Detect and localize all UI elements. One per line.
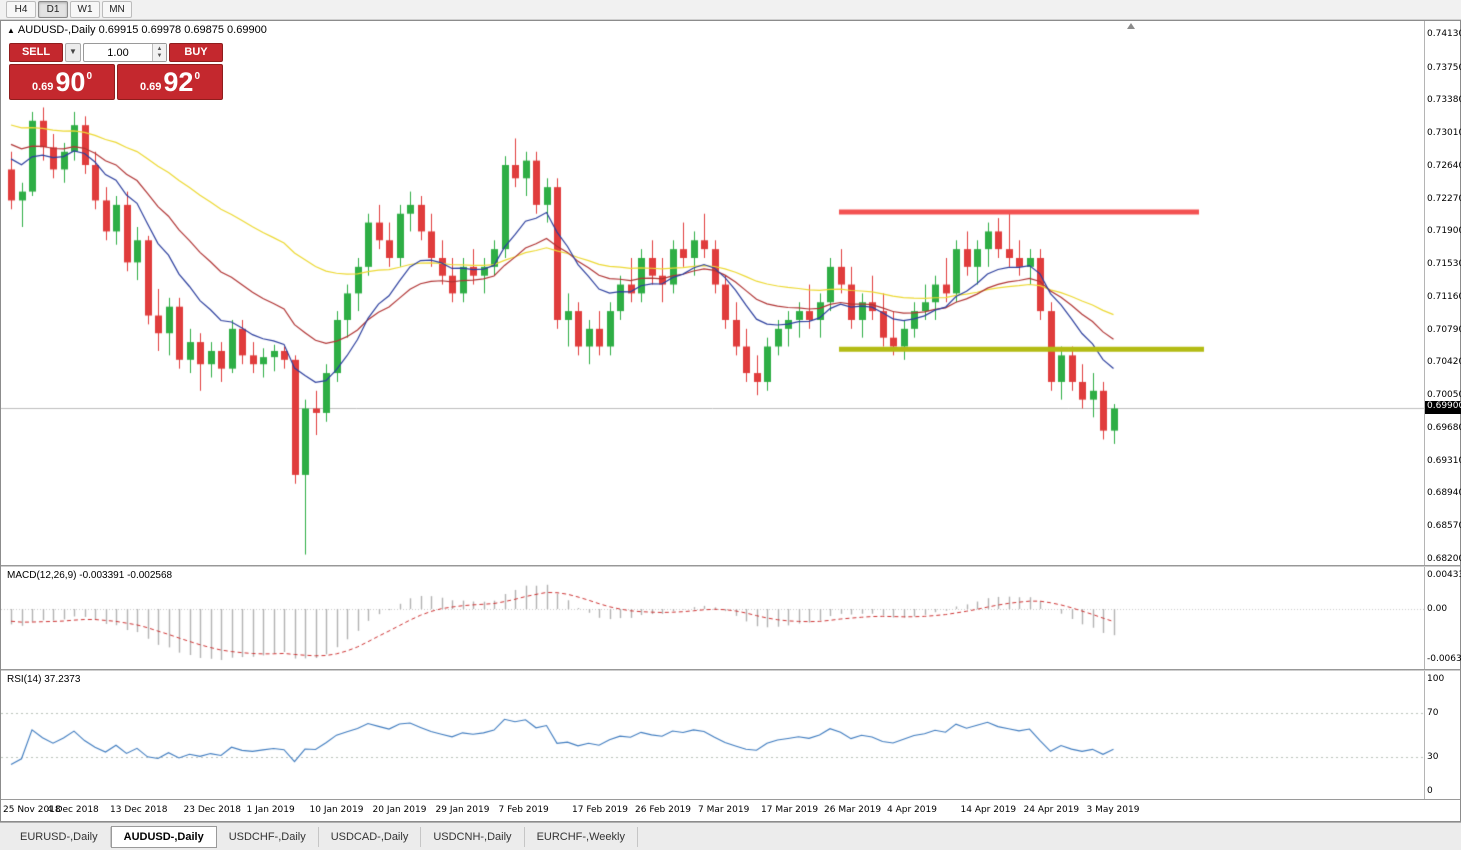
time-axis-label: 13 Dec 2018 <box>110 805 168 815</box>
chart-tab-eurchf-weekly[interactable]: EURCHF-,Weekly <box>525 826 638 847</box>
price-axis-label: 0.73750 <box>1427 62 1461 73</box>
time-axis-label: 29 Jan 2019 <box>435 805 490 815</box>
chart-tab-usdcad-daily[interactable]: USDCAD-,Daily <box>319 826 422 847</box>
macd-canvas[interactable] <box>1 567 1424 669</box>
pane-splitter[interactable] <box>1 565 1460 567</box>
top-toolbar: H4 D1 W1 MN <box>0 0 1461 20</box>
time-axis-label: 23 Dec 2018 <box>183 805 242 815</box>
main-chart-canvas[interactable] <box>1 21 1424 565</box>
price-axis-label: 0.68940 <box>1427 488 1461 499</box>
timeframe-group: H4 D1 W1 MN <box>6 1 132 18</box>
sell-price-button[interactable]: 0.69 90 0 <box>9 64 115 100</box>
rsi-axis-label: 100 <box>1427 674 1445 684</box>
rsi-axis-label: 30 <box>1427 752 1439 763</box>
time-axis-label: 1 Jan 2019 <box>246 805 295 815</box>
price-axis-label: 0.72640 <box>1427 160 1461 171</box>
quote-line: ▲ AUDUSD-,Daily 0.69915 0.69978 0.69875 0… <box>7 24 267 36</box>
sell-button[interactable]: SELL <box>9 43 63 62</box>
one-click-trading-panel: SELL ▼ 1.00 ▲ ▼ BUY 0.69 90 0 0.69 92 0 <box>9 43 223 100</box>
main-price-pane: ▲ AUDUSD-,Daily 0.69915 0.69978 0.69875 0… <box>1 21 1461 565</box>
timeframe-button-w1[interactable]: W1 <box>70 1 100 18</box>
price-axis-label: 0.70050 <box>1427 390 1461 401</box>
time-axis-label: 7 Feb 2019 <box>498 805 549 815</box>
price-axis-label: 0.68570 <box>1427 521 1461 532</box>
time-axis-label: 20 Jan 2019 <box>372 805 427 815</box>
rsi-pane: RSI(14) 37.2373 100 70 30 0 <box>1 671 1460 799</box>
volume-input[interactable]: 1.00 ▲ ▼ <box>83 43 167 62</box>
chevron-up-icon: ▲ <box>156 45 163 52</box>
symbol-tick-icon: ▲ <box>7 26 15 35</box>
price-axis-label: 0.72270 <box>1427 193 1461 204</box>
time-axis-label: 26 Feb 2019 <box>635 805 692 815</box>
chart-tab-eurusd-daily[interactable]: EURUSD-,Daily <box>8 826 111 847</box>
time-axis-label: 17 Feb 2019 <box>572 805 629 815</box>
macd-axis-label: -0.00637 <box>1427 654 1461 664</box>
macd-axis-label: 0.004331 <box>1427 570 1461 580</box>
timeframe-button-mn[interactable]: MN <box>102 1 132 18</box>
macd-pane: MACD(12,26,9) -0.003391 -0.002568 0.0043… <box>1 567 1461 669</box>
time-axis-label: 25 Nov 2018 <box>3 805 61 815</box>
time-axis-label: 3 May 2019 <box>1086 805 1140 815</box>
macd-label: MACD(12,26,9) -0.003391 -0.002568 <box>7 570 173 581</box>
chart-tab-bar: EURUSD-,Daily AUDUSD-,Daily USDCHF-,Daily U… <box>0 822 1461 850</box>
time-axis-label: 10 Jan 2019 <box>309 805 364 815</box>
price-axis-label: 0.68200 <box>1427 554 1461 564</box>
rsi-axis[interactable]: 100 70 30 0 <box>1424 671 1460 799</box>
rsi-canvas[interactable] <box>1 671 1424 799</box>
time-axis-label: 17 Mar 2019 <box>761 805 819 815</box>
price-axis-label: 0.73380 <box>1427 95 1461 106</box>
macd-axis[interactable]: 0.004331 0.00 -0.00637 <box>1424 567 1461 669</box>
order-options-dropdown[interactable]: ▼ <box>65 43 81 62</box>
price-axis-label: 0.70420 <box>1427 357 1461 368</box>
price-axis-label: 0.69310 <box>1427 455 1461 466</box>
time-axis-label: 4 Dec 2018 <box>47 805 99 815</box>
timeframe-button-d1[interactable]: D1 <box>38 1 68 18</box>
timeframe-button-h4[interactable]: H4 <box>6 1 36 18</box>
sell-price-big: 90 <box>55 67 86 97</box>
time-axis-label: 14 Apr 2019 <box>960 805 1017 815</box>
chevron-down-icon: ▼ <box>156 52 163 59</box>
price-axis-label: 0.71530 <box>1427 259 1461 270</box>
volume-stepper[interactable]: ▲ ▼ <box>152 44 166 61</box>
price-axis-label: 0.70790 <box>1427 324 1461 335</box>
buy-price-button[interactable]: 0.69 92 0 <box>117 64 223 100</box>
volume-value: 1.00 <box>107 46 129 59</box>
buy-price-prefix: 0.69 <box>139 81 162 93</box>
rsi-axis-label: 70 <box>1427 707 1439 718</box>
pane-splitter[interactable] <box>1 669 1460 671</box>
time-axis-label: 7 Mar 2019 <box>698 805 750 815</box>
time-axis-label: 4 Apr 2019 <box>887 805 937 815</box>
current-price-tag: 0.69900 <box>1425 401 1461 415</box>
sell-price-sup: 0 <box>86 71 93 82</box>
price-axis-label: 0.73010 <box>1427 128 1461 139</box>
chart-tab-audusd-daily[interactable]: AUDUSD-,Daily <box>110 825 217 848</box>
chart-window: ▲ AUDUSD-,Daily 0.69915 0.69978 0.69875 0… <box>0 20 1461 822</box>
rsi-axis-label: 0 <box>1427 786 1433 796</box>
time-axis-label: 24 Apr 2019 <box>1023 805 1080 815</box>
price-axis[interactable]: 0.69900 0.74130 0.73750 0.73380 0.73010 0.72… <box>1424 21 1461 565</box>
chart-shift-marker-icon <box>1127 23 1135 29</box>
price-axis-label: 0.71900 <box>1427 226 1461 237</box>
price-axis-label: 0.69680 <box>1427 422 1461 433</box>
rsi-label: RSI(14) 37.2373 <box>7 674 81 685</box>
quote-text: AUDUSD-,Daily 0.69915 0.69978 0.69875 0.… <box>17 24 267 36</box>
chart-tab-usdcnh-daily[interactable]: USDCNH-,Daily <box>421 826 525 847</box>
chevron-down-icon: ▼ <box>69 47 77 56</box>
chart-tab-usdchf-daily[interactable]: USDCHF-,Daily <box>217 826 319 847</box>
time-axis-label: 26 Mar 2019 <box>824 805 882 815</box>
macd-axis-label: 0.00 <box>1427 603 1448 614</box>
time-axis[interactable]: 25 Nov 2018 4 Dec 2018 13 Dec 2018 23 Dec 2… <box>1 799 1460 821</box>
price-axis-label: 0.71160 <box>1427 291 1461 302</box>
sell-price-prefix: 0.69 <box>31 81 54 93</box>
buy-price-big: 92 <box>163 67 194 97</box>
price-axis-label: 0.74130 <box>1427 29 1461 39</box>
buy-price-sup: 0 <box>194 71 201 82</box>
buy-button[interactable]: BUY <box>169 43 223 62</box>
